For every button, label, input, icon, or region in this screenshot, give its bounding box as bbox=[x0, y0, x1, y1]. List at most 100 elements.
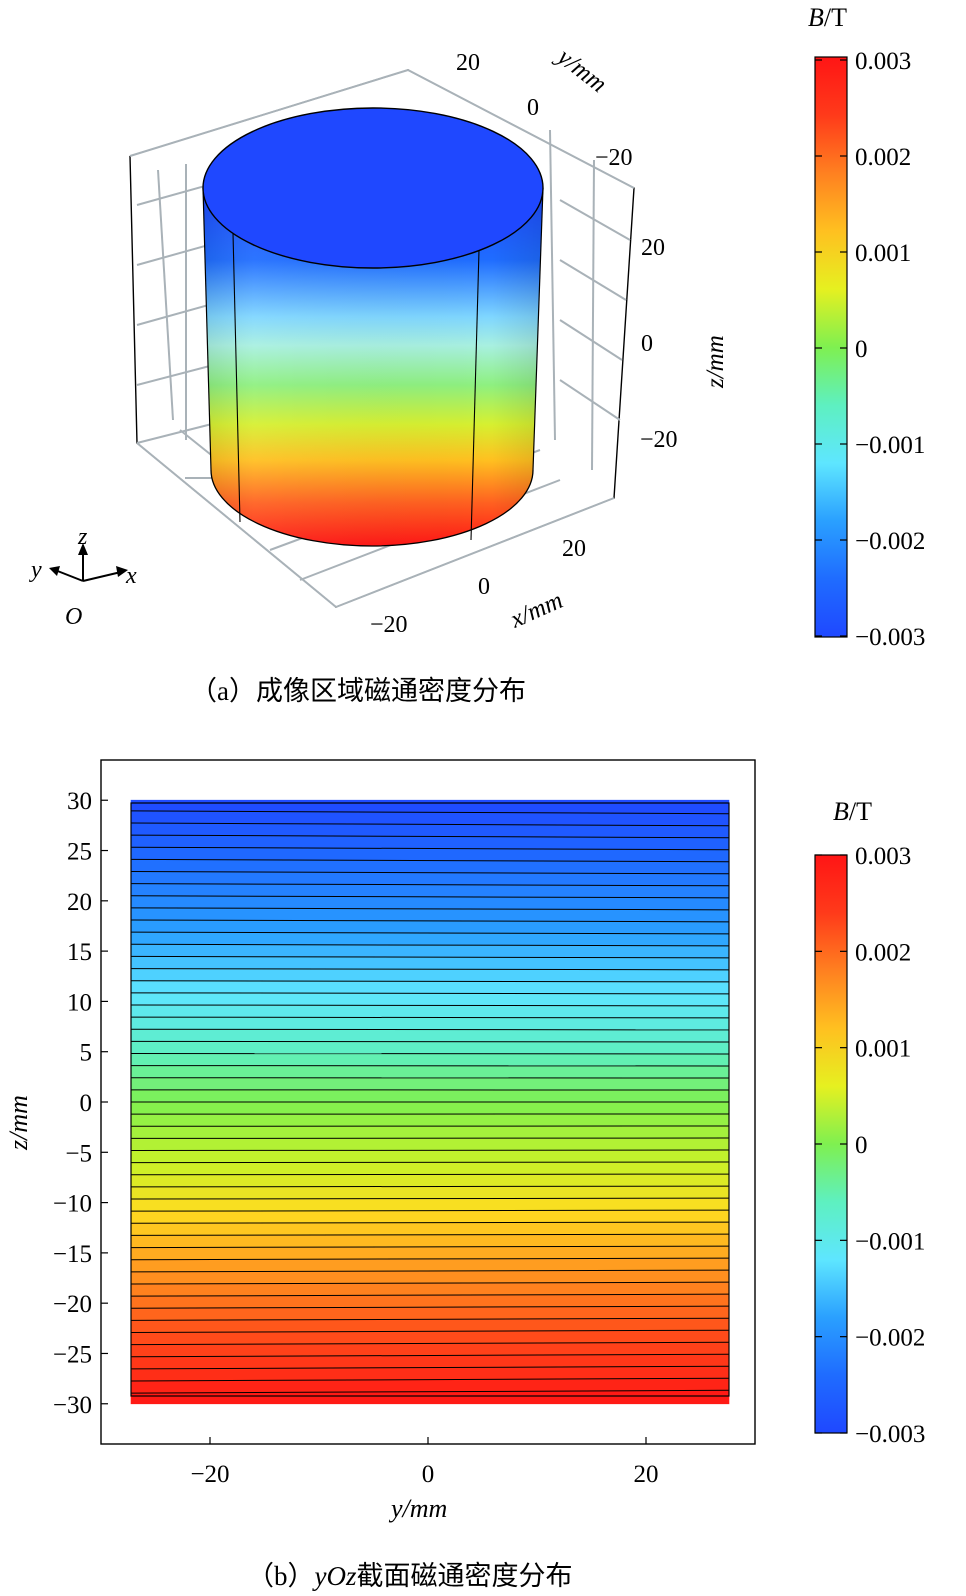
contour-line bbox=[130, 822, 730, 827]
contour-line bbox=[130, 1173, 730, 1176]
colorbar-b-tick-label: 0.003 bbox=[855, 843, 911, 870]
cylinder-top-face bbox=[202, 107, 544, 269]
contour-line bbox=[130, 1341, 730, 1346]
contour-line bbox=[130, 992, 730, 995]
contour-line bbox=[130, 1305, 730, 1309]
contour-band bbox=[130, 1113, 730, 1127]
contour-line bbox=[130, 1377, 730, 1382]
contour-line bbox=[130, 1389, 730, 1394]
panel-a-caption: （a）成像区域磁通密度分布 bbox=[190, 676, 526, 706]
contour-band bbox=[130, 1197, 730, 1212]
plot-b-x-tick-label: −20 bbox=[190, 1461, 229, 1488]
colorbar-a-tick-label: −0.003 bbox=[855, 624, 925, 651]
colorbar-a: B/T 0.003 0.002 0.001 0 −0.001 −0.002 −0.003 bbox=[808, 3, 925, 651]
contour-band bbox=[130, 1077, 730, 1091]
contour-band bbox=[130, 1209, 730, 1224]
contour-line bbox=[130, 1185, 730, 1188]
panel-b-contour-plot: 30 25 20 15 10 5 0 −5 −10 −15 −20 −25 −30 −20 0 20 y/mm… bbox=[4, 759, 925, 1591]
contour-line bbox=[130, 1353, 730, 1358]
contour-line bbox=[130, 858, 730, 863]
contour-line bbox=[130, 834, 730, 839]
contour-line bbox=[130, 919, 730, 923]
colorbar-b-tick-label: 0.001 bbox=[855, 1036, 911, 1063]
contour-line bbox=[130, 1317, 730, 1321]
y-tick-label: 20 bbox=[456, 50, 480, 76]
contour-line bbox=[130, 1245, 730, 1249]
contour-line bbox=[130, 1293, 730, 1297]
contour-band bbox=[130, 1101, 730, 1115]
contour-band bbox=[130, 1016, 730, 1031]
contour-band bbox=[130, 1161, 730, 1176]
plot-b-y-tick-label: −25 bbox=[53, 1341, 92, 1368]
contour-line bbox=[130, 1040, 730, 1043]
contour-band bbox=[130, 1245, 730, 1260]
triad-origin-label: O bbox=[65, 604, 82, 630]
colorbar-a-tick-label: 0 bbox=[855, 336, 868, 363]
z-tick-label: 0 bbox=[641, 331, 653, 357]
contour-line bbox=[130, 1221, 730, 1224]
colorbar-a-tick-label: 0.002 bbox=[855, 144, 911, 171]
contour-band bbox=[130, 1041, 730, 1055]
plot-b-y-tick-label: −30 bbox=[53, 1392, 92, 1419]
colorbar-b-tick-label: 0 bbox=[855, 1132, 868, 1159]
contour-line bbox=[130, 1209, 730, 1212]
colorbar-b-title: B/T bbox=[833, 797, 872, 826]
colorbar-a-tick-label: −0.001 bbox=[855, 432, 925, 459]
plot-b-y-tick-label: 5 bbox=[80, 1040, 93, 1067]
contour-line bbox=[130, 871, 730, 875]
contour-band bbox=[130, 968, 730, 983]
contour-band bbox=[130, 1137, 730, 1151]
plot-b-y-tick-label: 30 bbox=[67, 788, 92, 815]
contour-band bbox=[130, 980, 730, 995]
contour-line bbox=[130, 943, 730, 947]
contour-band bbox=[130, 1089, 730, 1103]
y-axis-label: y/mm bbox=[550, 42, 612, 98]
contour-line bbox=[130, 883, 730, 887]
contour-band bbox=[130, 956, 730, 971]
cylinder-surface bbox=[202, 107, 544, 547]
contour-line bbox=[130, 846, 730, 851]
contour-band bbox=[130, 992, 730, 1007]
colorbar-b-tick-label: 0.002 bbox=[855, 939, 911, 966]
x-tick-label: −20 bbox=[370, 612, 408, 638]
contour-line bbox=[130, 1028, 730, 1031]
contour-line bbox=[130, 810, 730, 815]
contour-band bbox=[130, 919, 730, 935]
z-tick-label: −20 bbox=[640, 427, 678, 453]
cylinder-seam-right bbox=[470, 249, 480, 541]
y-tick-label: −20 bbox=[595, 145, 633, 171]
contour-band bbox=[130, 1065, 730, 1079]
colorbar-a-tick-label: 0.003 bbox=[855, 48, 911, 75]
colorbar-a-tick-label: 0.001 bbox=[855, 240, 911, 267]
triad-z-label: z bbox=[77, 524, 88, 550]
colorbar-b-tick-label: −0.001 bbox=[855, 1228, 925, 1255]
contour-line bbox=[130, 1257, 730, 1261]
contour-line bbox=[130, 1197, 730, 1200]
contour-band bbox=[130, 1185, 730, 1200]
colorbar-b-tick-label: −0.003 bbox=[855, 1421, 925, 1448]
plot-b-y-label: z/mm bbox=[4, 1095, 33, 1151]
panel-b-caption: （b）yOz截面磁通密度分布 bbox=[247, 1561, 573, 1591]
contour-lines bbox=[130, 810, 730, 1394]
contour-line bbox=[130, 1269, 730, 1273]
contour-band bbox=[130, 931, 730, 947]
contour-line bbox=[130, 1004, 730, 1007]
cylinder-seam-left bbox=[232, 232, 241, 523]
plot-b-y-tick-label: −5 bbox=[65, 1140, 92, 1167]
contour-line bbox=[130, 1016, 730, 1019]
contour-band bbox=[130, 1233, 730, 1248]
contour-band bbox=[130, 1028, 730, 1043]
contour-band bbox=[130, 1125, 730, 1139]
contour-line bbox=[130, 955, 730, 959]
contour-band bbox=[130, 1053, 730, 1067]
plot-b-y-tick-label: 20 bbox=[67, 889, 92, 916]
plot-b-y-tick-label: 0 bbox=[80, 1090, 93, 1117]
colorbar-a-tick-label: −0.002 bbox=[855, 528, 925, 555]
colorbar-a-bar bbox=[814, 56, 848, 638]
contour-line bbox=[130, 1281, 730, 1285]
contour-band bbox=[130, 1221, 730, 1236]
z-axis-label: z/mm bbox=[702, 335, 729, 389]
plot-b-x-label: y/mm bbox=[388, 1494, 447, 1523]
plot-b-x-tick-label: 20 bbox=[634, 1461, 659, 1488]
